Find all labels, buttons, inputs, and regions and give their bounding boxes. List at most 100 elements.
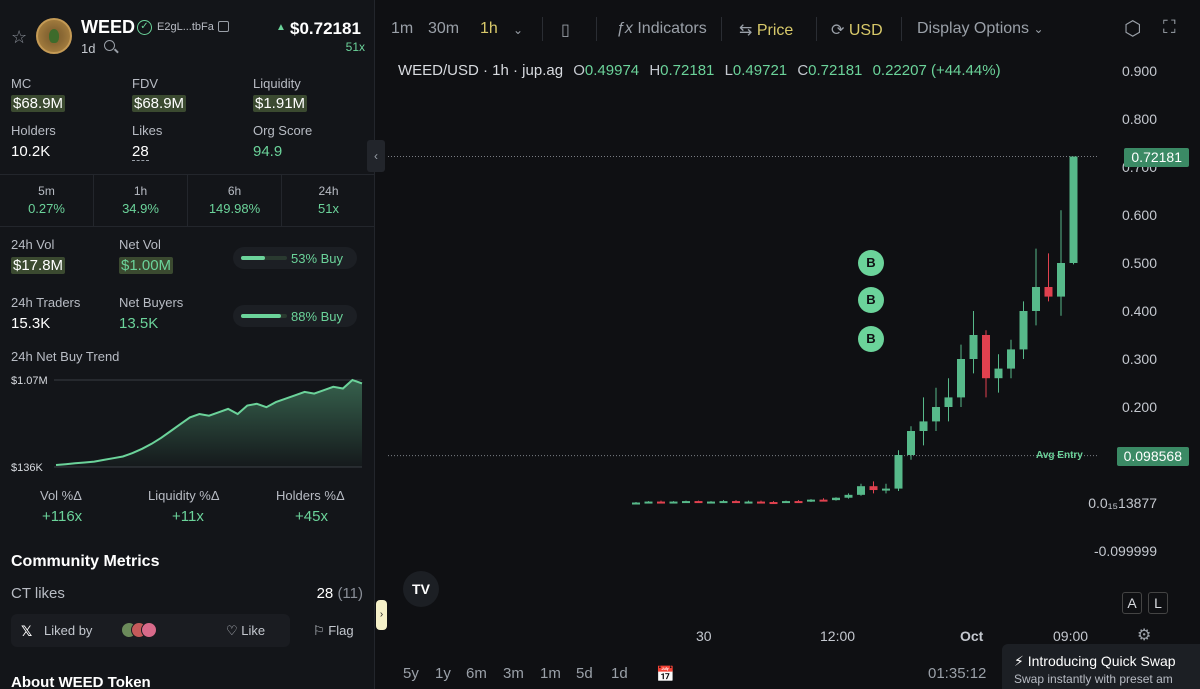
search-icon[interactable]	[104, 40, 115, 51]
liked-by-label: Liked by	[44, 623, 93, 638]
interval-30m[interactable]: 30m	[428, 20, 460, 37]
legend-symbol: WEED/USD · 1h · jup.ag	[398, 62, 564, 79]
candle-body[interactable]	[782, 501, 790, 504]
candle-body[interactable]	[1007, 349, 1015, 369]
timeframe-value: 149.98%	[208, 201, 261, 216]
candle-body[interactable]	[969, 335, 978, 359]
price-toggle[interactable]: ⇆ Price	[739, 20, 793, 40]
candle-body[interactable]	[632, 502, 640, 505]
range-6m[interactable]: 6m	[466, 665, 487, 682]
candle-body[interactable]	[919, 421, 928, 431]
buy-ratio-track	[241, 256, 287, 260]
candle-body[interactable]	[707, 501, 715, 504]
range-5y[interactable]: 5y	[403, 665, 419, 682]
quick-swap-banner[interactable]: ⚡ Introducing Quick Swap Swap instantly …	[1002, 644, 1200, 689]
candle-body[interactable]	[1019, 311, 1028, 350]
candle-body[interactable]	[794, 501, 803, 504]
verified-icon: ✓	[137, 20, 152, 35]
tradingview-logo[interactable]: TV	[403, 571, 439, 607]
range-1y[interactable]: 1y	[435, 665, 451, 682]
timeframe-6h[interactable]: 6h 149.98%	[188, 175, 282, 226]
copy-icon[interactable]	[218, 21, 229, 32]
candle-body[interactable]	[769, 502, 778, 505]
token-address[interactable]: E2gL...tbFa	[157, 21, 214, 33]
token-name: WEED	[81, 17, 135, 37]
fullscreen-icon[interactable]: ⛶	[1163, 17, 1176, 37]
range-1m[interactable]: 1m	[540, 665, 561, 682]
candle-body[interactable]	[757, 501, 765, 504]
candle-body[interactable]	[832, 497, 840, 501]
candle-body[interactable]	[669, 501, 678, 504]
currency-toggle[interactable]: ⟳ USD	[831, 20, 883, 40]
swap-arrows-icon: ⇆	[739, 22, 753, 39]
candle-body[interactable]	[644, 501, 653, 504]
candle-body[interactable]	[657, 501, 665, 504]
legend-open-key: O	[573, 62, 585, 79]
candle-body[interactable]	[932, 407, 940, 422]
candle-body[interactable]	[957, 359, 965, 398]
timeframe-5m[interactable]: 5m 0.27%	[0, 175, 94, 226]
flag-button[interactable]: ⚐ Flag	[313, 623, 354, 638]
candle-body[interactable]	[719, 501, 728, 504]
range-5d[interactable]: 5d	[576, 665, 593, 682]
metric-value-mc: $68.9M	[11, 95, 66, 112]
about-title: About WEED Token	[11, 674, 151, 689]
candle-body[interactable]	[732, 501, 740, 504]
timeframe-24h[interactable]: 24h 51x	[282, 175, 374, 226]
candle-body[interactable]	[744, 501, 753, 504]
candle-body[interactable]	[894, 455, 903, 489]
range-3m[interactable]: 3m	[503, 665, 524, 682]
candle-body[interactable]	[857, 486, 865, 495]
like-button[interactable]: ♡ Like	[226, 623, 266, 638]
candle-body[interactable]	[869, 486, 878, 491]
range-1d[interactable]: 1d	[611, 665, 628, 682]
interval-1h[interactable]: 1h	[480, 20, 498, 37]
buy-marker[interactable]: B	[858, 287, 884, 313]
candle-body[interactable]	[819, 499, 828, 502]
candle-body[interactable]	[994, 368, 1003, 379]
candle-body[interactable]	[907, 431, 915, 455]
candle-body[interactable]	[1069, 156, 1078, 263]
timeframe-1h[interactable]: 1h 34.9%	[94, 175, 188, 226]
chevron-down-icon[interactable]: ⌄	[513, 23, 524, 37]
trend-line	[55, 378, 363, 466]
legend-close-key: C	[797, 62, 809, 79]
price-chart[interactable]	[376, 0, 1200, 689]
token-header: ☆ WEED ✓ E2gL...tbFa 1d ▲ $0.72181 51x	[0, 0, 374, 64]
date-range-icon[interactable]: 📅	[656, 666, 675, 683]
settings-hex-icon[interactable]: ⬡	[1124, 18, 1142, 40]
metric-label-org-score: Org Score	[253, 123, 313, 138]
interval-1m[interactable]: 1m	[391, 20, 414, 37]
candle-body[interactable]	[882, 488, 890, 491]
buy-marker[interactable]: B	[858, 250, 884, 276]
token-logo	[36, 18, 72, 54]
delta-label-liquidity: Liquidity %Δ	[148, 488, 220, 503]
expand-panel-button[interactable]: ›	[376, 600, 387, 630]
axis-settings-icon[interactable]: ⚙	[1137, 627, 1152, 644]
display-options-button[interactable]: Display Options ⌄	[917, 20, 1044, 38]
timeframe-label: 5m	[38, 184, 55, 198]
candle-body[interactable]	[944, 397, 953, 407]
candle-body[interactable]	[1057, 263, 1065, 297]
flag-label: Flag	[328, 623, 354, 638]
toolbar-divider	[901, 17, 902, 41]
token-price: $0.72181	[290, 19, 361, 38]
candle-body[interactable]	[1032, 287, 1040, 311]
candle-body[interactable]	[694, 501, 703, 504]
star-icon[interactable]: ☆	[11, 27, 28, 47]
metric-value-org-score: 94.9	[253, 143, 283, 160]
buy-marker[interactable]: B	[858, 326, 884, 352]
candle-body[interactable]	[844, 494, 853, 498]
auto-scale-button[interactable]: A	[1122, 592, 1142, 614]
liked-by-box[interactable]: 𝕏 Liked by ♡ Like	[11, 614, 290, 647]
candle-body[interactable]	[982, 335, 990, 379]
indicators-button[interactable]: ƒx Indicators	[616, 20, 707, 38]
y-tick: 0.400	[1121, 303, 1157, 319]
candle-type-icon[interactable]: ▯	[561, 22, 570, 39]
candle-body[interactable]	[807, 499, 815, 502]
candle-body[interactable]	[1044, 287, 1053, 297]
fx-icon: ƒx	[616, 20, 633, 37]
log-scale-button[interactable]: L	[1148, 592, 1168, 614]
collapse-panel-button[interactable]: ‹	[367, 140, 385, 172]
candle-body[interactable]	[682, 501, 690, 504]
